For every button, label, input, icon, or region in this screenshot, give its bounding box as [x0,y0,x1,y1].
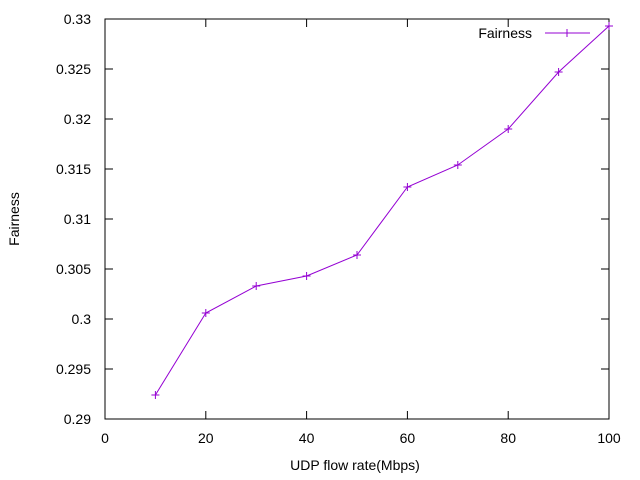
data-point [302,272,311,280]
series-line [154,25,610,396]
x-tick-label: 80 [500,430,516,446]
y-tick-label: 0.32 [64,111,91,127]
y-axis-label: Fairness [6,192,22,246]
data-point [353,251,361,259]
y-axis: 0.29 0.295 0.3 0.305 0.31 0.315 0.32 0.325 0.33 [56,11,609,427]
series-layer [151,22,613,399]
x-tick-label: 40 [299,430,315,446]
data-point [453,161,462,169]
data-point [504,125,513,133]
y-tick-label: 0.33 [64,11,91,27]
data-point [605,22,613,30]
x-axis: 0 20 40 60 80 100 [101,19,621,446]
data-point [252,282,261,290]
data-point [403,183,412,191]
legend: Fairness [478,25,590,41]
y-tick-label: 0.295 [56,361,91,377]
x-tick-label: 60 [400,430,416,446]
data-point [151,391,160,399]
x-tick-label: 20 [198,430,214,446]
y-tick-label: 0.3 [72,311,92,327]
y-tick-label: 0.325 [56,61,91,77]
data-point [554,68,563,76]
x-tick-label: 0 [101,430,109,446]
y-tick-label: 0.31 [64,211,91,227]
y-tick-label: 0.315 [56,161,91,177]
x-axis-label: UDP flow rate(Mbps) [290,457,420,473]
x-tick-label: 100 [597,430,621,446]
plot-frame [104,18,610,420]
legend-label: Fairness [478,25,532,41]
legend-marker [563,29,571,37]
y-tick-label: 0.305 [56,261,91,277]
data-point [201,309,210,317]
y-tick-label: 0.29 [64,411,91,427]
